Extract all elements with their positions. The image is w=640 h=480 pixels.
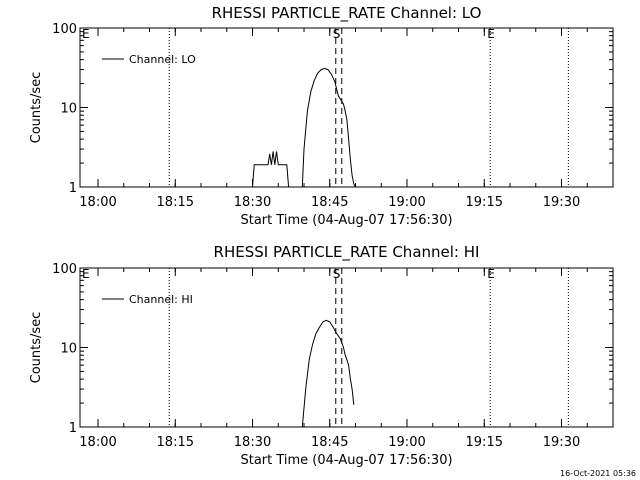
- start-marker-label: S: [333, 27, 341, 41]
- plot-frame: [79, 27, 614, 188]
- y-tick-label: 1: [69, 181, 77, 196]
- x-axis-label: Start Time (04-Aug-07 17:56:30): [240, 213, 452, 228]
- x-tick-label: 19:15: [466, 195, 503, 210]
- series-line: [252, 67, 356, 188]
- y-axis-label: Counts/sec: [29, 312, 44, 384]
- y-tick-label: 10: [60, 342, 77, 357]
- y-axis-label: Counts/sec: [29, 72, 44, 144]
- x-tick-label: 18:30: [234, 435, 271, 450]
- x-tick-label: 18:15: [157, 195, 194, 210]
- end-marker-label: E: [487, 267, 495, 281]
- x-tick-label: 19:00: [388, 435, 425, 450]
- x-tick-label: 18:00: [79, 435, 116, 450]
- end-marker-label: E: [487, 27, 495, 41]
- x-tick-label: 18:45: [311, 195, 348, 210]
- x-tick-label: 18:30: [234, 195, 271, 210]
- legend-label: Channel: HI: [129, 293, 193, 306]
- plot-frame: [79, 267, 614, 428]
- x-tick-label: 18:45: [311, 435, 348, 450]
- end-marker-label: E: [82, 267, 90, 281]
- x-tick-label: 18:00: [79, 195, 116, 210]
- y-tick-label: 10: [60, 102, 77, 117]
- chart-title: RHESSI PARTICLE_RATE Channel: HI: [214, 243, 480, 262]
- x-tick-label: 19:00: [388, 195, 425, 210]
- y-tick-label: 100: [52, 262, 77, 277]
- y-tick-label: 1: [69, 421, 77, 436]
- y-tick-label: 100: [52, 22, 77, 37]
- chart-title: RHESSI PARTICLE_RATE Channel: LO: [212, 4, 482, 23]
- chart-panel-1: RHESSI PARTICLE_RATE Channel: LO 18:00 18:…: [29, 4, 614, 228]
- start-marker-label: S: [333, 267, 341, 281]
- x-tick-label: 18:15: [157, 435, 194, 450]
- x-tick-label: 19:30: [543, 435, 580, 450]
- x-tick-label: 19:15: [466, 435, 503, 450]
- x-tick-label: 19:30: [543, 195, 580, 210]
- chart-panel-2: RHESSI PARTICLE_RATE Channel: HI 18:00 18:…: [29, 243, 614, 468]
- end-marker-label: E: [82, 27, 90, 41]
- x-axis-label: Start Time (04-Aug-07 17:56:30): [240, 453, 452, 468]
- series-line: [301, 319, 355, 428]
- legend-label: Channel: LO: [129, 53, 196, 66]
- footer-timestamp: 16-Oct-2021 05:36: [560, 469, 636, 478]
